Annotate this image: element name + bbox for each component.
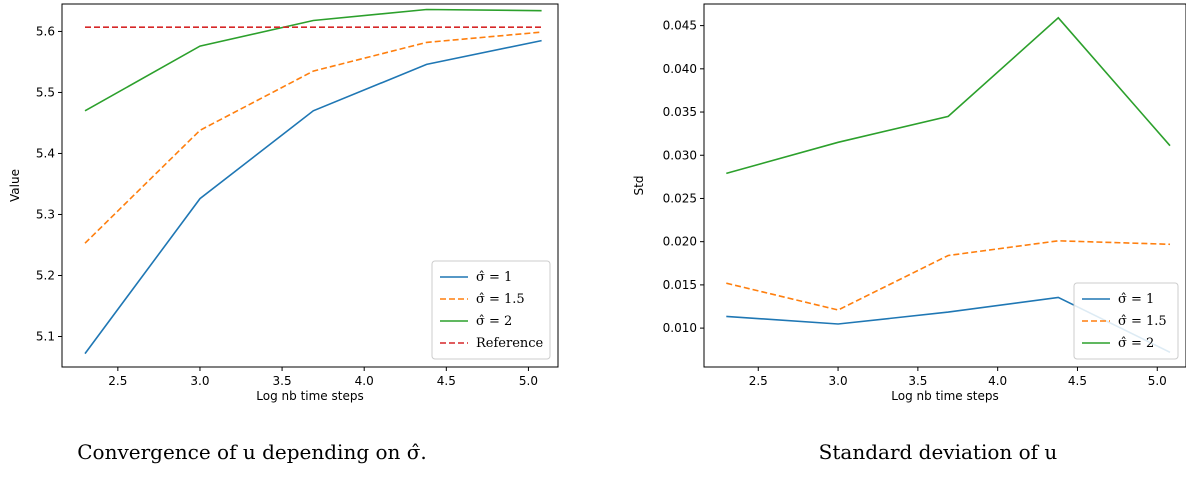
y-tick-label: 0.015	[663, 278, 697, 292]
x-tick-label: 4.5	[437, 374, 456, 388]
legend-label-1: σ̂ = 1	[476, 270, 512, 285]
y-tick-label: 5.1	[36, 329, 55, 343]
x-tick-label: 3.5	[908, 374, 927, 388]
left-caption-text: Convergence of u depending on σ̂.	[77, 440, 427, 464]
series-line-1	[84, 39, 542, 355]
x-tick-label: 2.5	[749, 374, 768, 388]
x-tick-label: 3.0	[190, 374, 209, 388]
y-tick-label: 0.030	[663, 148, 697, 162]
plot-frame	[703, 3, 1186, 368]
legend: σ̂ = 1 σ̂ = 1.5 σ̂ = 2 Reference	[431, 260, 551, 360]
legend-box	[1073, 282, 1179, 360]
chart-2: 2.5 3.0 3.5 4.0 4.5 5.0 0.010 0.015 0.020 0.025 0.…	[632, 3, 1186, 403]
x-tick-label: 5.0	[1148, 374, 1167, 388]
legend-box	[431, 260, 551, 360]
x-tick-label: 4.0	[355, 374, 374, 388]
x-tick-label: 4.5	[1068, 374, 1087, 388]
y-tick-label: 0.040	[663, 62, 697, 76]
y-tick-label: 5.5	[36, 85, 55, 99]
y-tick-label: 0.010	[663, 321, 697, 335]
y-axis-label: Value	[8, 169, 22, 202]
y-tick-label: 5.4	[36, 146, 55, 160]
legend-label-1: σ̂ = 1	[1118, 292, 1154, 307]
legend-label-3: σ̂ = 2	[476, 314, 512, 329]
x-tick-label: 2.5	[108, 374, 127, 388]
legend-label-4: Reference	[476, 336, 544, 351]
legend-label-2: σ̂ = 1.5	[1118, 314, 1167, 329]
y-tick-label: 0.035	[663, 105, 697, 119]
y-axis-label: Std	[632, 176, 646, 196]
right-caption: Standard deviation of u	[819, 440, 1058, 464]
legend: σ̂ = 1 σ̂ = 1.5 σ̂ = 2	[1073, 282, 1179, 360]
y-tick-label: 5.2	[36, 268, 55, 282]
right-caption-text: Standard deviation of u	[818, 440, 1058, 464]
series-line-2	[84, 31, 542, 244]
series-line-3	[726, 16, 1171, 175]
x-tick-label: 5.0	[519, 374, 538, 388]
left-caption: Convergence of u depending on σ̂.	[77, 440, 427, 464]
y-tick-label: 5.6	[36, 24, 55, 38]
x-axis-label: Log nb time steps	[891, 389, 998, 403]
x-axis-label: Log nb time steps	[256, 389, 363, 403]
y-tick-label: 5.3	[36, 207, 55, 221]
plot-frame	[61, 3, 559, 368]
y-tick-label: 0.045	[663, 19, 697, 33]
legend-label-2: σ̂ = 1.5	[476, 292, 525, 307]
chart-1: 2.5 3.0 3.5 4.0 4.5 5.0 5.1 5.2 5.3 5.4 5.5 5.6 Log …	[8, 3, 559, 403]
series-line-2	[726, 239, 1171, 311]
x-tick-label: 3.5	[273, 374, 292, 388]
y-tick-label: 0.025	[663, 191, 697, 205]
legend-label-3: σ̂ = 2	[1118, 336, 1154, 351]
x-tick-label: 4.0	[988, 374, 1007, 388]
x-tick-label: 3.0	[829, 374, 848, 388]
y-tick-label: 0.020	[663, 235, 697, 249]
series-line-3	[84, 8, 542, 112]
